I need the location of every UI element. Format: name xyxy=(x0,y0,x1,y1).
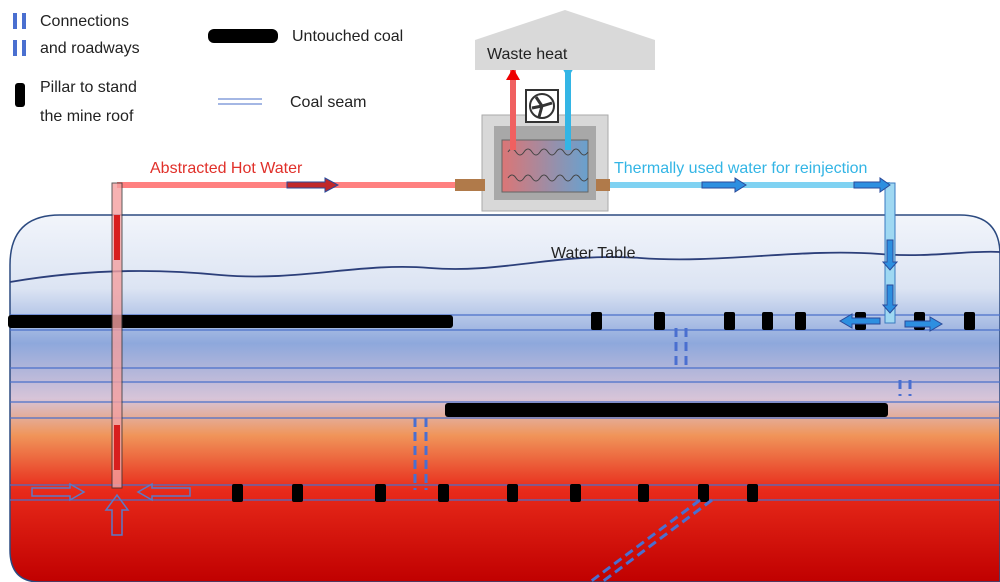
waste-heat-label: Waste heat xyxy=(487,46,568,63)
hot-pipe xyxy=(31,177,460,536)
untouched-coal xyxy=(8,315,453,328)
legend-label: and roadways xyxy=(40,40,140,57)
water-table-label: Water Table xyxy=(551,245,636,262)
ground xyxy=(9,214,1000,582)
legend-label: Connections xyxy=(40,13,129,30)
legend-label: Untouched coal xyxy=(292,28,403,45)
legend-label: the mine roof xyxy=(40,108,134,125)
connections xyxy=(413,328,912,582)
waste-heat-house xyxy=(475,10,655,70)
cold-pipe xyxy=(600,177,943,332)
heat-exchanger xyxy=(455,66,610,212)
legend-label: Coal seam xyxy=(290,94,366,111)
reinjection-label: Thermally used water for reinjection xyxy=(614,160,867,177)
hot-water-label: Abstracted Hot Water xyxy=(150,160,303,177)
untouched-coal xyxy=(445,403,888,417)
legend-label: Pillar to stand xyxy=(40,79,137,96)
legend-icons xyxy=(13,13,278,107)
water-table-line xyxy=(9,250,1000,283)
